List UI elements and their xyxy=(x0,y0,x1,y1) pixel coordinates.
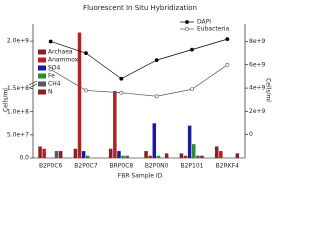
chart: Fluorescent In Situ Hybridization FBR Sa… xyxy=(3,4,272,180)
legend-swatch xyxy=(38,89,46,95)
bar xyxy=(121,155,125,158)
marker xyxy=(225,62,230,67)
marker xyxy=(190,87,194,92)
legend-label: Fe xyxy=(48,73,55,80)
x-tick-label: B2P0N0 xyxy=(145,163,169,170)
axis-break xyxy=(28,80,38,86)
bar xyxy=(200,155,204,158)
y2-tick-label: 8e+9 xyxy=(249,38,266,45)
bar xyxy=(148,155,152,158)
legend-swatch xyxy=(38,49,46,55)
marker xyxy=(190,47,194,52)
legend-label: N xyxy=(48,89,53,96)
bar xyxy=(117,151,121,158)
bar xyxy=(214,146,219,158)
y2-axis-label: Cells/ml xyxy=(265,78,272,102)
bar xyxy=(77,32,82,159)
line xyxy=(50,38,228,80)
bar xyxy=(164,153,169,158)
x-tick-label: B2RKF4 xyxy=(216,163,239,170)
bar xyxy=(125,155,129,158)
legend-label: Eubacteria xyxy=(197,26,230,33)
bar xyxy=(192,144,196,158)
x-tick-label: B2P0C7 xyxy=(74,163,98,170)
legend-label: SO4 xyxy=(48,65,61,72)
line xyxy=(50,64,228,97)
bar xyxy=(235,153,240,158)
marker xyxy=(225,37,230,42)
y-tick-label: 2.0e+9 xyxy=(7,38,29,45)
bar xyxy=(42,148,46,158)
marker xyxy=(84,88,88,93)
x-tick-label: BRP0C8 xyxy=(109,163,133,170)
y2-tick-label: 2e+9 xyxy=(249,108,266,115)
legend-label: CH4 xyxy=(48,81,61,88)
bar xyxy=(196,155,200,158)
legend-label: Archaea xyxy=(48,49,73,56)
bar xyxy=(144,151,148,158)
legend-label: DAPI xyxy=(197,19,211,26)
bar xyxy=(73,148,78,158)
legend-swatch xyxy=(38,73,46,79)
marker xyxy=(119,76,124,81)
legend-swatch xyxy=(38,81,46,87)
marker xyxy=(119,90,124,95)
y-tick-label: 0.0 xyxy=(19,155,29,162)
bar xyxy=(81,151,86,158)
legend-swatch xyxy=(38,65,46,71)
y-tick-label: 1.5e+8 xyxy=(7,85,29,92)
x-tick-label: B2P0C6 xyxy=(39,163,63,170)
x-tick-label: B2P101 xyxy=(180,163,203,170)
y-tick-label: 5.0e+7 xyxy=(7,131,29,138)
x-axis-label: FBR Sample ID xyxy=(118,173,163,180)
legend-swatch xyxy=(38,57,46,63)
bar xyxy=(108,148,113,158)
y2-tick-label: 4e+9 xyxy=(249,85,266,92)
chart-title: Fluorescent In Situ Hybridization xyxy=(83,4,197,12)
marker xyxy=(48,39,53,44)
legend-label: Anammox xyxy=(48,57,79,64)
y2-tick-label: 0 xyxy=(249,131,253,138)
legend-marker xyxy=(185,27,189,31)
bar xyxy=(179,153,184,158)
y2-tick-label: 6e+9 xyxy=(249,61,266,68)
marker xyxy=(84,51,88,56)
marker xyxy=(154,94,159,99)
bar xyxy=(58,151,63,158)
axis-break xyxy=(28,83,38,89)
legend-marker xyxy=(185,20,189,24)
bar xyxy=(156,155,161,158)
bar xyxy=(86,155,90,158)
y-axis-label: Cells/ml xyxy=(3,88,10,112)
bar xyxy=(38,146,42,158)
bar xyxy=(187,125,192,158)
bar xyxy=(219,151,223,158)
marker xyxy=(48,67,53,72)
y-tick-label: 1.0e+8 xyxy=(7,108,29,115)
bar xyxy=(54,151,59,158)
bar xyxy=(183,155,188,158)
bar xyxy=(113,90,117,158)
bar xyxy=(152,123,157,158)
marker xyxy=(154,58,159,63)
